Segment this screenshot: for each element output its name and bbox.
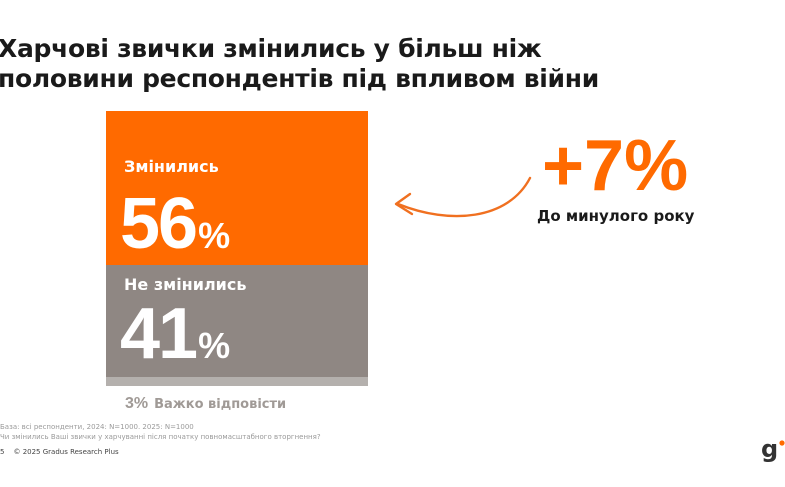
value-number: 41 bbox=[120, 294, 198, 374]
footer-copyright-line: 5 © 2025 Gradus Research Plus bbox=[0, 448, 119, 456]
page-number: 5 bbox=[0, 448, 5, 456]
bar-segment-changed: Змінились 56% bbox=[106, 111, 368, 265]
svg-text:g: g bbox=[761, 438, 778, 463]
bar-segment-dont-know bbox=[106, 377, 368, 386]
curved-arrow-icon bbox=[394, 176, 532, 218]
segment-value-unchanged: 41% bbox=[120, 293, 230, 375]
percent-sign: % bbox=[198, 215, 231, 256]
gradus-logo-icon: g bbox=[761, 438, 785, 463]
title-line-2: половини респондентів під впливом війни bbox=[0, 64, 599, 93]
segment-value-changed: 56% bbox=[120, 183, 230, 265]
title-line-1: Харчові звички змінились у більш ніж bbox=[0, 34, 542, 63]
footnote-question: Чи змінились Ваші звички у харчуванні пі… bbox=[0, 433, 321, 441]
delta-value: +7% bbox=[542, 126, 689, 206]
dont-know-value: 3% bbox=[125, 395, 149, 412]
copyright: © 2025 Gradus Research Plus bbox=[13, 448, 119, 456]
percent-sign: % bbox=[198, 325, 231, 366]
segment-label-changed: Змінились bbox=[124, 157, 219, 176]
delta-label: До минулого року bbox=[537, 207, 695, 225]
dont-know-label: Важко відповісти bbox=[154, 397, 287, 412]
dont-know-caption: 3% Важко відповісти bbox=[125, 393, 286, 413]
segment-label-unchanged: Не змінились bbox=[124, 275, 247, 294]
bar-segment-unchanged: Не змінились 41% bbox=[106, 265, 368, 377]
footnote-base: База: всі респонденти, 2024: N=1000. 202… bbox=[0, 423, 194, 431]
value-number: 56 bbox=[120, 184, 198, 264]
page-title: Харчові звички змінились у більш ніж пол… bbox=[0, 34, 599, 94]
